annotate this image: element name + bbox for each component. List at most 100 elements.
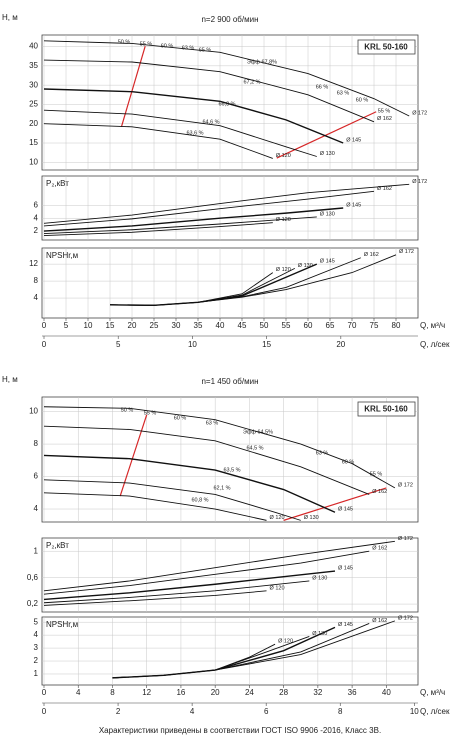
efficiency-label: 63 % bbox=[316, 450, 329, 456]
curve bbox=[43, 550, 370, 595]
y-tick-label: 4 bbox=[34, 504, 39, 513]
y-tick-label: 30 bbox=[29, 80, 38, 89]
y-tick-label: 1 bbox=[34, 546, 39, 555]
panel-frame bbox=[41, 34, 419, 171]
x-tick-label: 32 bbox=[313, 688, 322, 697]
y-tick-label: 4 bbox=[34, 293, 39, 302]
panel-frame bbox=[41, 396, 419, 523]
x-axis-title: Q, м³/ч bbox=[420, 321, 445, 330]
x-tick-label: 15 bbox=[106, 321, 115, 330]
curve-label: Ø 130 bbox=[312, 631, 327, 637]
curve-label: Ø 162 bbox=[372, 618, 387, 624]
curve bbox=[43, 109, 317, 157]
x-tick-label: 55 bbox=[282, 321, 291, 330]
panel-frame bbox=[41, 247, 419, 319]
panel-frame bbox=[41, 616, 419, 686]
limit-line bbox=[120, 46, 146, 127]
x-tick-label: 45 bbox=[238, 321, 247, 330]
curve-label: Ø 120 bbox=[270, 585, 285, 591]
panel-frame bbox=[41, 175, 419, 241]
efficiency-label: 60 % bbox=[342, 459, 355, 465]
efficiency-label: 55 % bbox=[140, 41, 153, 47]
x2-tick-label: 10 bbox=[188, 340, 197, 349]
curve-label: Ø 130 bbox=[298, 263, 313, 269]
panel-frame bbox=[41, 537, 419, 613]
x-tick-label: 28 bbox=[279, 688, 288, 697]
y-tick-label: 4 bbox=[34, 213, 39, 222]
curve bbox=[112, 620, 396, 679]
chart-title: n=1 450 об/мин bbox=[201, 377, 258, 386]
curve-label: Ø 120 bbox=[276, 217, 291, 223]
efficiency-label: 60,8 % bbox=[191, 497, 208, 503]
x-tick-label: 80 bbox=[392, 321, 401, 330]
x2-tick-label: 20 bbox=[336, 340, 345, 349]
curve bbox=[43, 123, 273, 159]
x-tick-label: 4 bbox=[76, 688, 81, 697]
curve-label: Ø 130 bbox=[312, 575, 327, 581]
x2-tick-label: 6 bbox=[264, 707, 269, 716]
efficiency-label: 63 % bbox=[206, 420, 219, 426]
curve-label: Ø 172 bbox=[399, 249, 414, 255]
x-tick-label: 70 bbox=[348, 321, 357, 330]
limit-line bbox=[276, 111, 377, 159]
y-tick-label: 2 bbox=[34, 226, 39, 235]
efficiency-label: 63 % bbox=[182, 45, 195, 51]
y-tick-label: 35 bbox=[29, 61, 38, 70]
efficiency-label: 55 % bbox=[378, 108, 391, 114]
curve bbox=[112, 643, 276, 679]
curve bbox=[43, 454, 336, 513]
y-tick-label: 10 bbox=[29, 407, 38, 416]
curve bbox=[43, 580, 310, 604]
x2-tick-label: 2 bbox=[116, 707, 121, 716]
x-tick-label: 16 bbox=[176, 688, 185, 697]
y-tick-label: 2 bbox=[34, 656, 39, 665]
efficiency-label: 62,1 % bbox=[213, 485, 230, 491]
curve-label: Ø 120 bbox=[270, 515, 285, 521]
y-tick-label: 1 bbox=[34, 669, 39, 678]
efficiency-label: 55 % bbox=[144, 410, 157, 416]
efficiency-label: 60 % bbox=[356, 97, 369, 103]
efficiency-label: 65 % bbox=[199, 47, 212, 53]
x-tick-label: 35 bbox=[194, 321, 203, 330]
efficiency-label: 55 % bbox=[370, 471, 383, 477]
curve-label: Ø 145 bbox=[338, 565, 353, 571]
curve-label: Ø 172 bbox=[398, 615, 413, 621]
x-tick-label: 75 bbox=[370, 321, 379, 330]
y-axis-title: NPSHr,м bbox=[46, 620, 78, 629]
efficiency-label: 60 % bbox=[174, 415, 187, 421]
y-tick-label: 4 bbox=[34, 630, 39, 639]
curve bbox=[43, 406, 396, 489]
curve-label: Ø 162 bbox=[377, 186, 392, 192]
x2-tick-label: 4 bbox=[190, 707, 195, 716]
curve-label: Ø 162 bbox=[372, 546, 387, 552]
model-label: KRL 50-160 bbox=[364, 405, 408, 414]
curve-label: Ø 172 bbox=[412, 110, 427, 116]
efficiency-label: 63 % bbox=[337, 90, 350, 96]
x-tick-label: 0 bbox=[42, 688, 47, 697]
footer: Характеристики приведены в соответствии … bbox=[99, 726, 381, 735]
efficiency-label: 66 % bbox=[316, 84, 329, 90]
curve-label: Ø 145 bbox=[338, 507, 353, 513]
efficiency-label: 50 % bbox=[118, 39, 131, 45]
efficiency-label: 64,6 % bbox=[202, 119, 219, 125]
curve bbox=[43, 492, 267, 521]
model-box bbox=[357, 401, 416, 417]
curve-label: Ø 172 bbox=[398, 536, 413, 542]
y-tick-label: 5 bbox=[34, 617, 39, 626]
efficiency-label: 60 % bbox=[161, 43, 174, 49]
efficiency-label: Эфф 64,5% bbox=[243, 429, 273, 435]
y-axis-title: H, м bbox=[2, 13, 18, 22]
x-tick-label: 30 bbox=[172, 321, 181, 330]
y-axis-title: NPSHr,м bbox=[46, 251, 78, 260]
curve bbox=[109, 267, 296, 306]
efficiency-label: 66,3 % bbox=[218, 101, 235, 107]
curve-label: Ø 120 bbox=[278, 639, 293, 645]
y-tick-label: 20 bbox=[29, 119, 38, 128]
y-tick-label: 8 bbox=[34, 439, 39, 448]
x2-axis-title: Q, л/сек bbox=[420, 707, 450, 716]
y-tick-label: 25 bbox=[29, 100, 38, 109]
y-tick-label: 10 bbox=[29, 157, 38, 166]
y-tick-label: 0,2 bbox=[27, 599, 39, 608]
x-tick-label: 65 bbox=[326, 321, 335, 330]
curve bbox=[43, 216, 317, 235]
